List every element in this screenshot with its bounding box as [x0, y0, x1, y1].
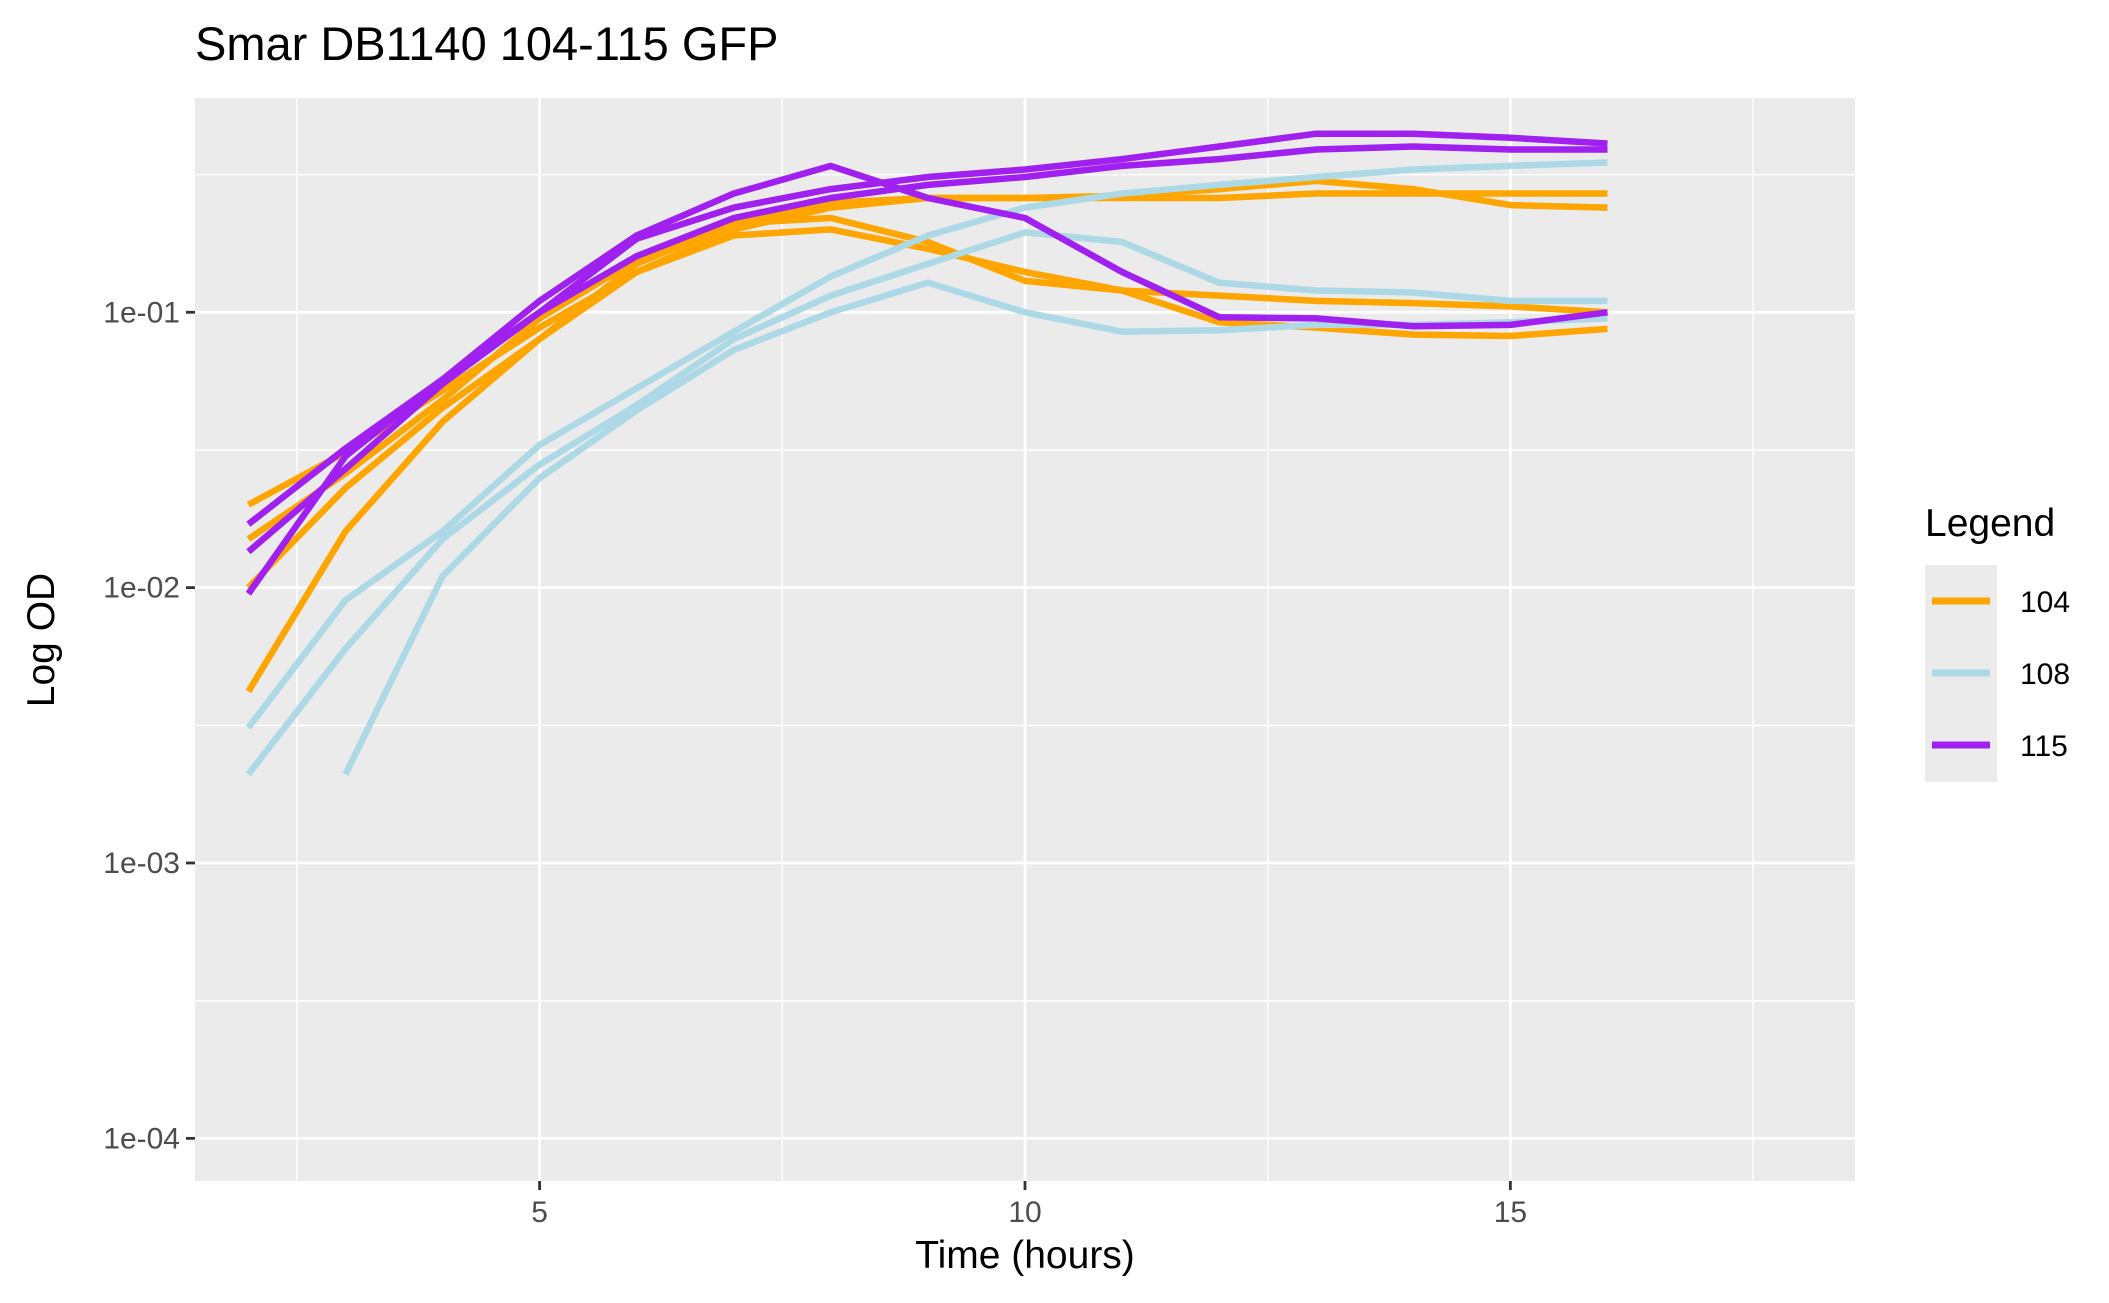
x-tick-label: 5 — [531, 1196, 548, 1229]
legend: Legend 104 108 115 — [1925, 502, 2070, 782]
series-line-104-3 — [246, 226, 1608, 590]
axis-ticks — [186, 310, 1512, 1190]
x-tick-label: 15 — [1494, 1196, 1527, 1229]
y-tick-label: 1e-02 — [103, 572, 180, 605]
chart-title: Smar DB1140 104-115 GFP — [195, 17, 778, 70]
series-line-104-4 — [245, 214, 1608, 694]
legend-title: Legend — [1925, 502, 2055, 545]
x-tick-label: 10 — [1008, 1196, 1041, 1229]
x-axis-title: Time (hours) — [915, 1234, 1135, 1277]
series-layer — [245, 130, 1608, 777]
legend-label-104: 104 — [2020, 586, 2070, 619]
legend-entries: 104 108 115 — [1932, 586, 2070, 763]
y-tick-label: 1e-04 — [103, 1122, 180, 1155]
series-line-108-6 — [245, 229, 1608, 777]
y-tick-labels: 1e-04 1e-03 1e-02 1e-01 — [103, 296, 180, 1155]
y-axis-title: Log OD — [20, 573, 63, 707]
legend-label-115: 115 — [2020, 730, 2068, 763]
series-line-108-5 — [245, 159, 1608, 730]
y-tick-label: 1e-03 — [103, 847, 180, 880]
y-tick-label: 1e-01 — [103, 296, 180, 329]
legend-label-108: 108 — [2020, 658, 2070, 691]
x-tick-labels: 5 10 15 — [531, 1196, 1527, 1229]
series-line-115-10 — [246, 143, 1608, 555]
